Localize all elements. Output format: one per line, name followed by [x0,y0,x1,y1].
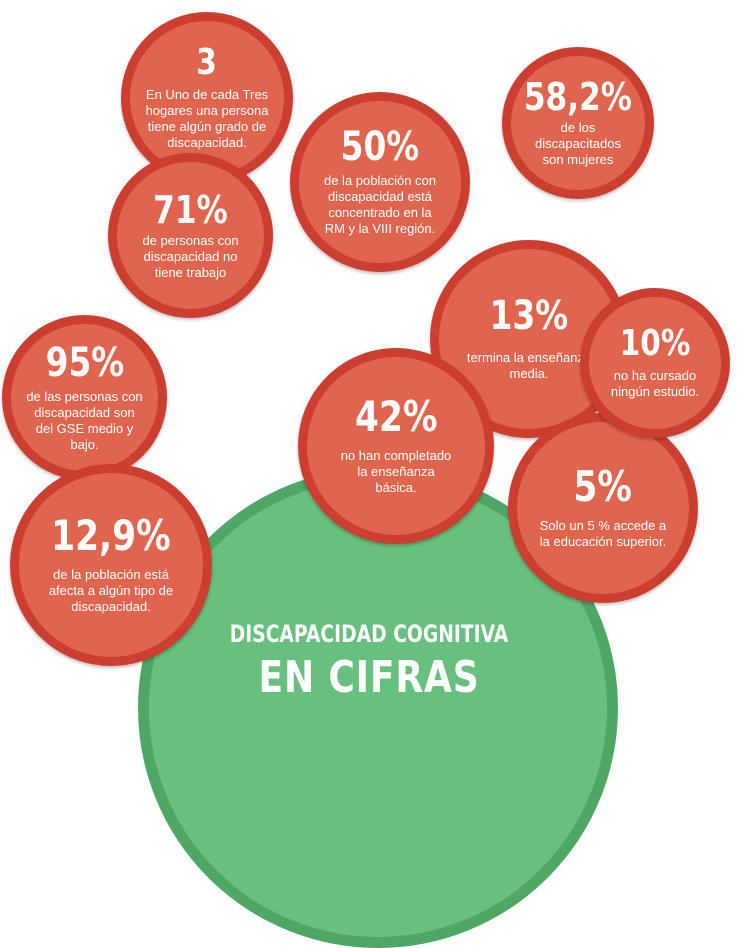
stat-bubble-95-percent: 95% de las personas con discapacidad son… [2,315,167,480]
stat-value: 95% [45,339,124,386]
stat-value: 12,9% [51,511,171,560]
stat-value: 42% [354,392,438,441]
stat-text: no ha cursado ningún estudio. [610,368,700,399]
stat-value: 5% [573,462,633,511]
stat-text: no han completado la enseñanza básica. [340,448,452,495]
stat-bubble-50-percent: 50% de la población con discapacidad est… [290,92,470,272]
stat-text: de los discapacitados son mujeres [535,120,621,167]
stat-value: 13% [489,293,569,339]
stat-bubble-71-percent: 71% de personas con discapacidad no tien… [108,153,273,318]
stat-bubble-42-percent: 42% no han completado la enseñanza básic… [298,348,494,544]
stat-text: de las personas con discapacidad son del… [26,388,143,452]
stat-bubble-10-percent: 10% no ha cursado ningún estudio. [580,288,730,438]
stat-text: de la población con discapacidad está co… [323,173,437,236]
stat-text: de personas con discapacidad no tiene tr… [142,232,239,280]
title-line-1: DISCAPACIDAD COGNITIVA [229,620,509,648]
stat-value: 50% [340,124,420,170]
stat-value: 58,2% [523,75,633,119]
stat-text: En Uno de cada Tres hogares una persona … [145,87,269,150]
title-line-2: EN CIFRAS [258,652,480,703]
stat-bubble-5-percent: 5% Solo un 5 % accede a la educación sup… [508,413,698,603]
stat-value: 71% [153,187,228,232]
stat-value: 10% [619,323,691,364]
stat-text: termina la enseñanza media. [466,350,592,381]
stat-value: 3 [196,42,218,83]
stat-bubble-58-percent: 58,2% de los discapacitados son mujeres [502,47,654,199]
stat-bubble-12-9-percent: 12,9% de la población está afecta a algú… [10,464,212,666]
stat-text: Solo un 5 % accede a la educación superi… [539,518,667,549]
stat-text: de la población está afecta a algún tipo… [48,567,174,614]
